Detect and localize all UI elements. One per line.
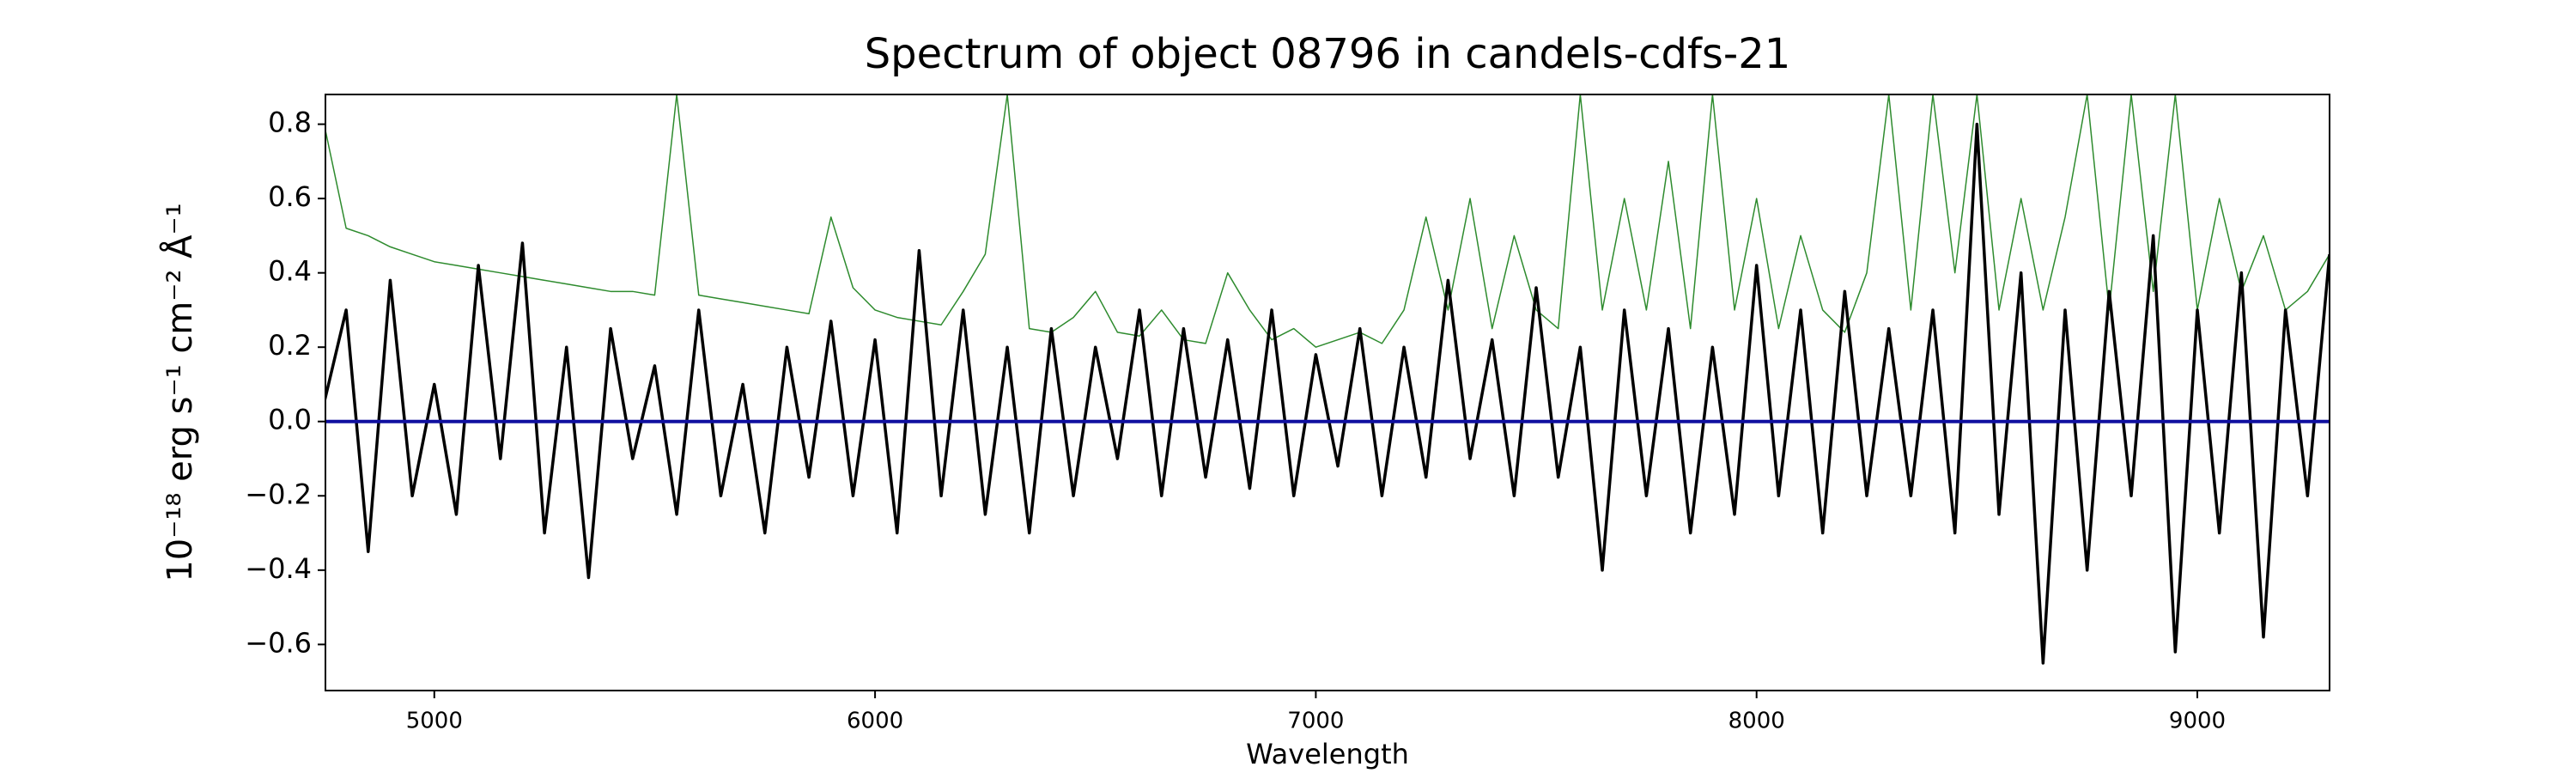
x-tick-label: 9000 — [2169, 709, 2226, 734]
y-tick-label: 0.8 — [268, 107, 312, 139]
y-tick-label: −0.4 — [245, 552, 312, 585]
plot-frame — [325, 94, 2330, 691]
x-tick-label: 8000 — [1728, 709, 1785, 734]
x-tick-label: 5000 — [406, 709, 463, 734]
plot-lines — [325, 94, 2330, 665]
y-axis-label: 10⁻¹⁸ erg s⁻¹ cm⁻² Å⁻¹ — [159, 203, 200, 581]
y-tick-label: 0.4 — [268, 255, 312, 288]
y-tick-label: 0.2 — [268, 329, 312, 362]
spectrum-line — [325, 94, 2330, 348]
y-tick-label: 0.6 — [268, 180, 312, 213]
y-tick-label: 0.0 — [268, 404, 312, 436]
y-tick-label: −0.6 — [245, 626, 312, 659]
x-tick-label: 7000 — [1287, 709, 1344, 734]
x-tick-label: 6000 — [847, 709, 903, 734]
y-tick-label: −0.2 — [245, 478, 312, 510]
spectrum-line — [325, 122, 2330, 665]
x-axis-label: Wavelength — [1246, 738, 1409, 770]
chart-title: Spectrum of object 08796 in candels-cdfs… — [865, 30, 1791, 78]
